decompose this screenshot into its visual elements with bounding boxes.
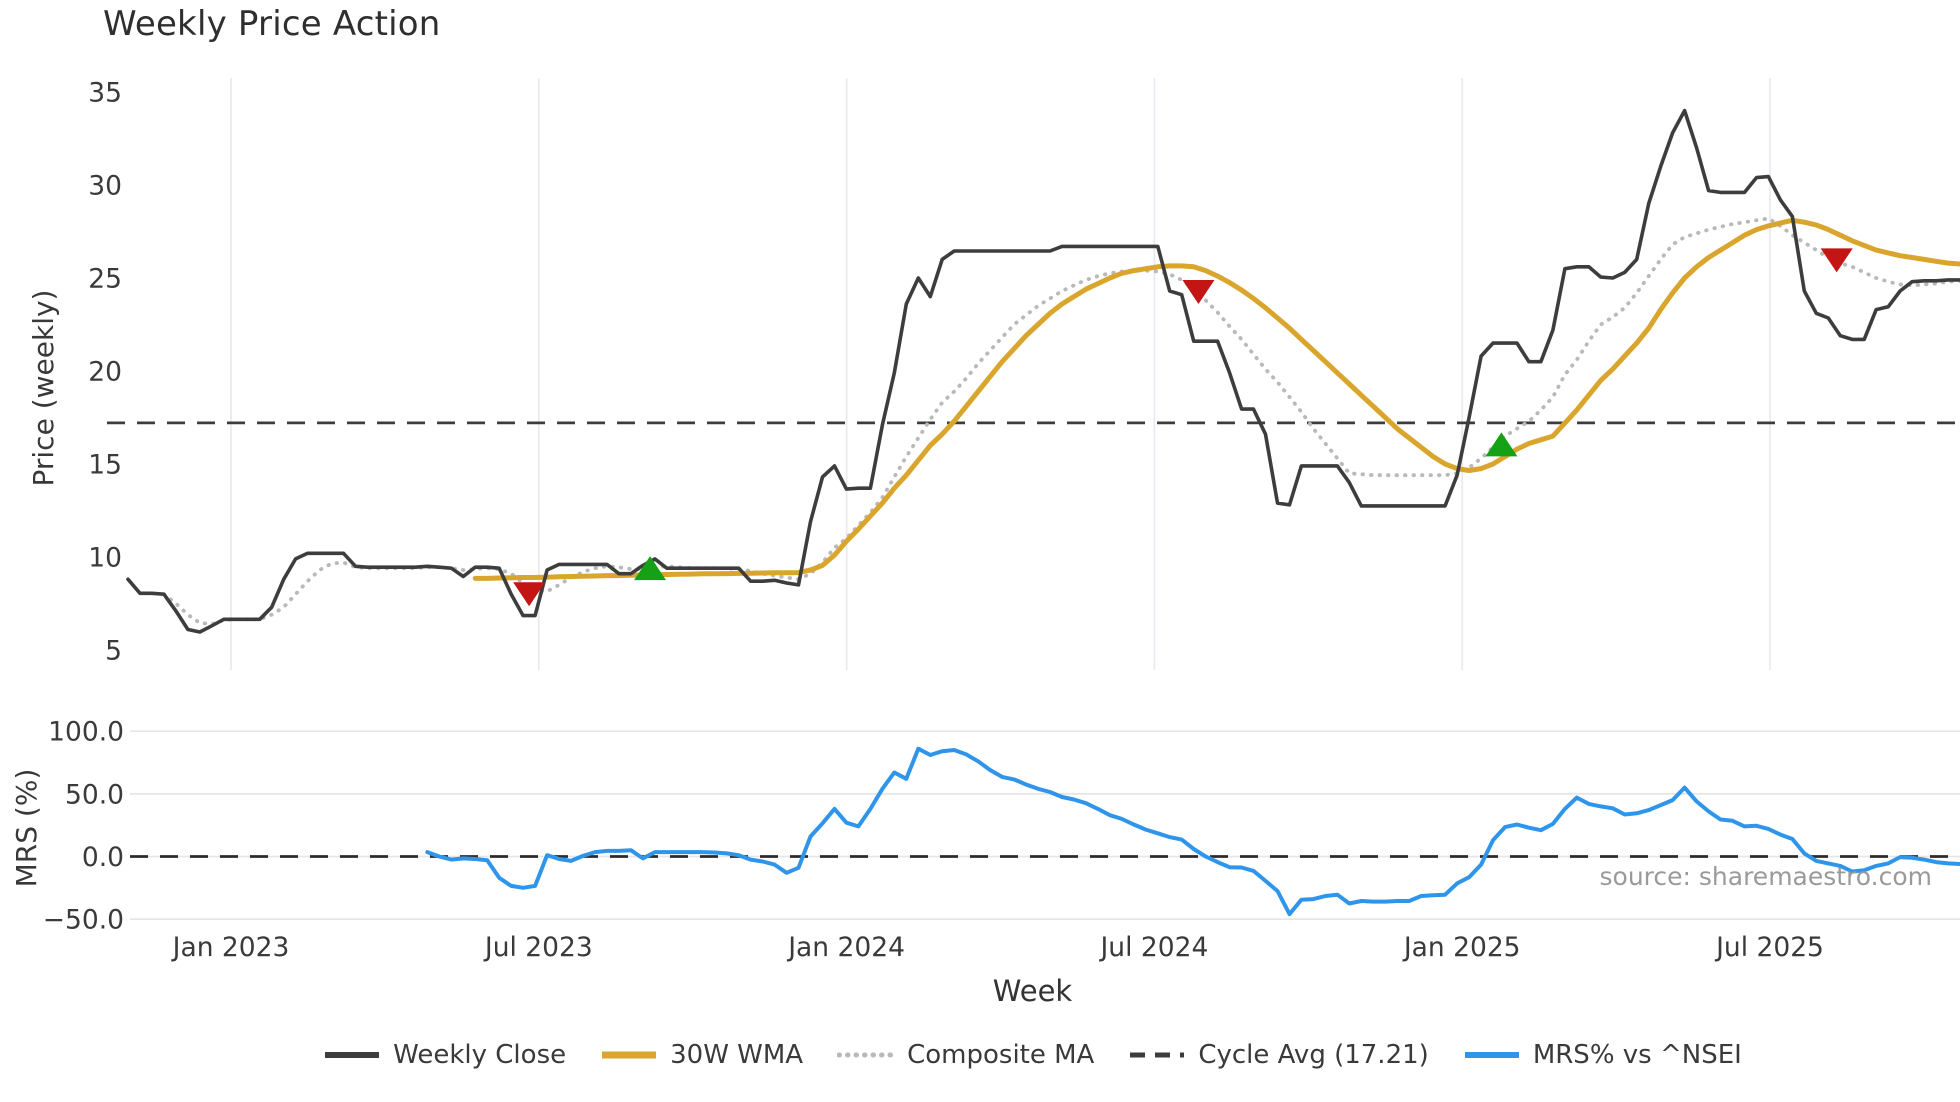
- y-tick-label-mrs: 0.0: [82, 842, 124, 873]
- composite-ma-line: [162, 216, 1960, 626]
- y-tick-label-mrs: 100.0: [48, 717, 124, 748]
- wma-30w-line: [472, 217, 1960, 581]
- buy-marker-icon: [634, 556, 667, 581]
- source-note: source: sharemaestro.com: [1599, 862, 1933, 891]
- sell-marker-icon: [513, 582, 546, 607]
- mrs-line-swatch-icon: [1464, 1052, 1519, 1058]
- y-tick-label-price: 25: [88, 264, 122, 295]
- mrs-line: [425, 746, 1960, 917]
- sell-marker-icon: [1182, 280, 1215, 305]
- legend-item-composite-ma: Composite MA: [837, 1040, 1094, 1070]
- legend-label: MRS% vs ^NSEI: [1532, 1040, 1742, 1070]
- legend-label: Cycle Avg (17.21): [1198, 1040, 1429, 1070]
- y-tick-label-price: 10: [88, 543, 122, 574]
- x-tick-label: Jan 2024: [786, 932, 905, 963]
- chart-title: Weekly Price Action: [103, 4, 441, 44]
- legend-label: Composite MA: [907, 1040, 1095, 1070]
- x-axis-label: Week: [992, 974, 1073, 1008]
- legend-item-mrs: MRS% vs ^NSEI: [1463, 1040, 1742, 1070]
- cycle-avg-line-swatch-icon: [1130, 1052, 1185, 1058]
- y-tick-label-price: 30: [88, 171, 122, 202]
- composite-ma-line-swatch-icon: [837, 1052, 896, 1058]
- legend-label: 30W WMA: [670, 1040, 804, 1070]
- sell-marker-icon: [1820, 248, 1853, 273]
- weekly-close-line: [126, 108, 1960, 634]
- x-tick-label: Jan 2023: [171, 932, 290, 963]
- y-tick-label-mrs: −50.0: [43, 905, 124, 936]
- wma-line-swatch-icon: [602, 1051, 657, 1059]
- x-tick-label: Jul 2025: [1714, 932, 1824, 963]
- x-tick-label: Jul 2024: [1098, 932, 1208, 963]
- y-tick-label-price: 5: [105, 636, 122, 667]
- weekly-close-line-swatch-icon: [325, 1052, 380, 1058]
- x-tick-label: Jul 2023: [483, 932, 593, 963]
- y-tick-label-price: 20: [88, 357, 122, 388]
- legend-label: Weekly Close: [393, 1040, 567, 1070]
- x-tick-label: Jan 2025: [1402, 932, 1521, 963]
- y-tick-label-mrs: 50.0: [65, 779, 124, 810]
- buy-marker-icon: [1485, 432, 1518, 457]
- mrs-axis-label: MRS (%): [10, 768, 43, 888]
- y-tick-label-price: 15: [88, 450, 122, 481]
- legend-item-30w-wma: 30W WMA: [600, 1040, 803, 1070]
- y-tick-label-price: 35: [88, 78, 122, 109]
- legend-item-cycle-avg: Cycle Avg (17.21): [1128, 1040, 1429, 1070]
- legend: Weekly Close 30W WMA Composite MA Cycle …: [105, 1030, 1960, 1080]
- legend-item-weekly-close: Weekly Close: [323, 1040, 566, 1070]
- price-axis-label: Price (weekly): [27, 289, 60, 487]
